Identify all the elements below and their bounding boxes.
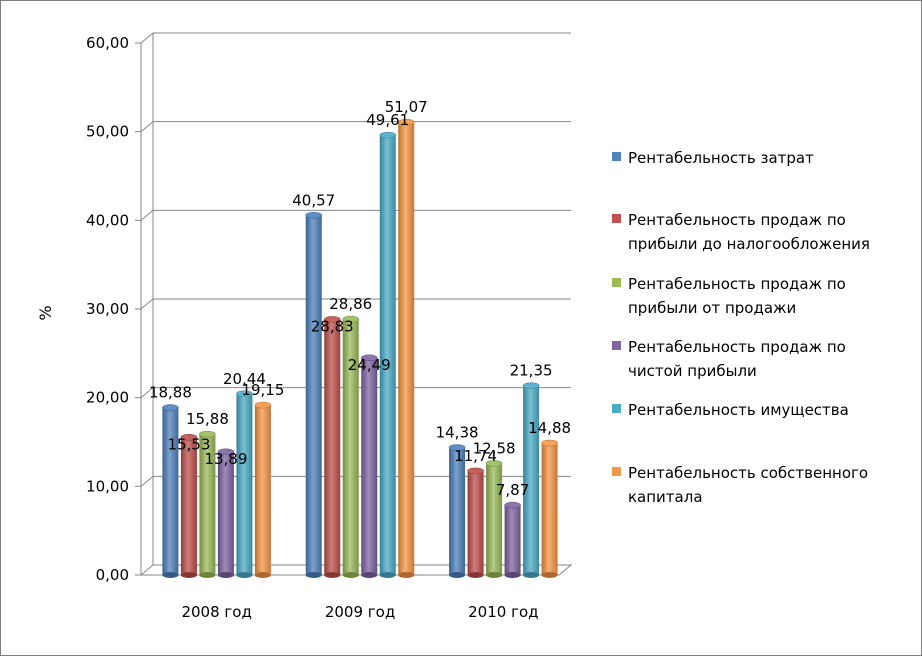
legend-swatch (612, 152, 621, 161)
category-labels: 2008 год 2009 год 2010 год (181, 603, 538, 621)
data-label: 15,53 (167, 435, 210, 453)
legend-label: Рентабельность имущества (628, 401, 849, 419)
y-tick-label: 20,00 (86, 389, 129, 407)
bar (467, 467, 484, 578)
legend: Рентабельность затрат Рентабельность прод… (612, 149, 870, 506)
legend-label: Рентабельность продаж по (628, 211, 846, 229)
data-label: 12,58 (473, 439, 516, 457)
bar (485, 460, 503, 578)
bars (162, 118, 558, 578)
gridline (140, 298, 571, 310)
bar (504, 501, 521, 578)
legend-label: Рентабельность затрат (628, 149, 814, 167)
data-label: 19,15 (241, 381, 284, 399)
data-label: 49,61 (366, 111, 409, 129)
legend-swatch (612, 467, 621, 476)
legend-label: капитала (628, 488, 703, 506)
bar (217, 448, 235, 578)
data-label: 18,88 (149, 384, 192, 402)
legend-label: Рентабельность продаж по (628, 338, 846, 356)
legend-item: Рентабельность затрат (612, 149, 814, 167)
y-axis-label: % (36, 305, 55, 320)
y-axis-ticks: 0,00 10,00 20,00 30,00 40,00 50,00 60,00 (86, 34, 141, 584)
bar (236, 390, 253, 578)
category-label: 2009 год (325, 603, 395, 621)
y-tick-label: 40,00 (86, 211, 129, 229)
legend-item: Рентабельность продаж по чистой прибыли (612, 338, 846, 380)
gridline (140, 475, 571, 487)
bar (448, 444, 466, 578)
legend-label: чистой прибыли (628, 362, 757, 380)
gridline (140, 209, 571, 221)
gridlines (140, 32, 571, 487)
y-tick-label: 30,00 (86, 300, 129, 318)
bar (199, 430, 216, 578)
data-label: 15,88 (186, 410, 229, 428)
bar (305, 211, 323, 578)
bar (522, 382, 540, 578)
bar (342, 315, 360, 578)
y-tick-label: 0,00 (96, 566, 129, 584)
bar (397, 118, 415, 578)
legend-item: Рентабельность продаж по прибыли до налог… (612, 211, 870, 253)
gridline (140, 121, 571, 133)
data-label: 28,86 (329, 295, 372, 313)
legend-label: Рентабельность собственного (628, 464, 868, 482)
legend-label: Рентабельность продаж по (628, 275, 846, 293)
y-tick-label: 10,00 (86, 477, 129, 495)
category-label: 2010 год (468, 603, 538, 621)
data-label: 13,89 (204, 450, 247, 468)
y-tick-label: 60,00 (86, 34, 129, 52)
legend-swatch (612, 341, 621, 350)
bar (323, 316, 341, 578)
bar (379, 131, 397, 578)
bar (162, 404, 179, 578)
legend-item: Рентабельность продаж по прибыли от прода… (612, 275, 846, 317)
bar (254, 401, 272, 578)
bar (541, 439, 558, 578)
gridline (140, 32, 571, 44)
data-label: 14,38 (436, 423, 479, 441)
legend-swatch (612, 214, 621, 223)
data-label: 40,57 (292, 191, 335, 209)
bar (180, 434, 198, 578)
data-label: 24,49 (348, 356, 391, 374)
data-label: 28,83 (311, 317, 354, 335)
data-label: 14,88 (528, 419, 571, 437)
data-label: 7,87 (496, 481, 529, 499)
data-label: 20,44 (223, 370, 266, 388)
legend-item: Рентабельность имущества (612, 401, 849, 419)
legend-label: прибыли до налогообложения (628, 235, 870, 253)
gridline (140, 387, 571, 399)
bar (360, 354, 378, 578)
legend-swatch (612, 404, 621, 413)
data-label: 51,07 (385, 98, 428, 116)
legend-swatch (612, 278, 621, 287)
data-label: 21,35 (510, 362, 553, 380)
legend-item: Рентабельность собственного капитала (612, 464, 868, 506)
y-tick-label: 50,00 (86, 123, 129, 141)
legend-label: прибыли от продажи (628, 299, 796, 317)
category-label: 2008 год (181, 603, 251, 621)
data-label: 11,74 (454, 447, 497, 465)
